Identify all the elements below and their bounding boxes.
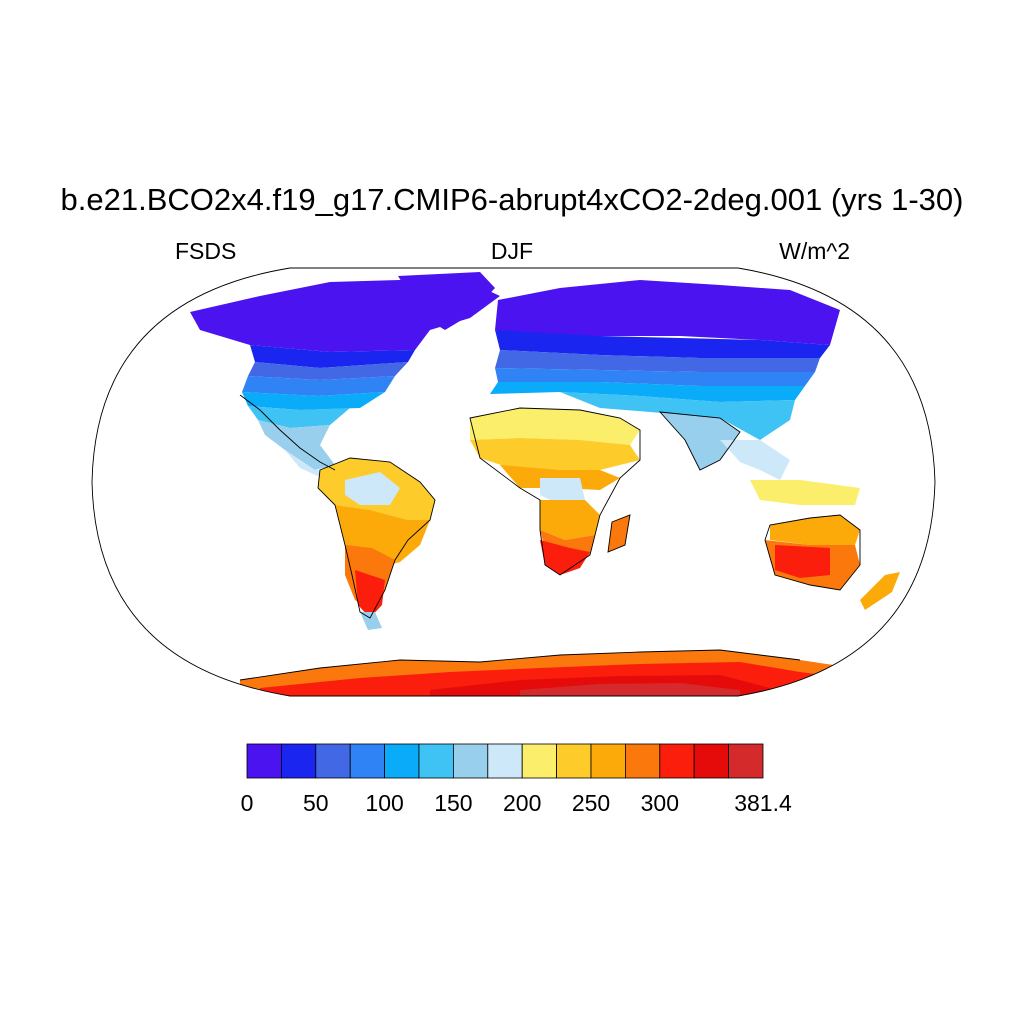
north-america-band-south <box>248 406 350 428</box>
middle-east-band <box>560 392 795 440</box>
madagascar <box>608 515 630 552</box>
north-america-band-mid1 <box>248 362 408 380</box>
africa-south-mid <box>540 500 600 540</box>
colorbar-tick-label: 300 <box>640 790 679 816</box>
colorbar-swatch <box>625 743 661 779</box>
greenland <box>398 272 495 330</box>
congo-basin <box>540 478 585 505</box>
eurasia-band-north <box>495 330 830 358</box>
patagonia <box>355 570 385 618</box>
colorbar-swatch <box>521 743 558 779</box>
colorbar-swatch <box>384 743 420 779</box>
maritime-continent <box>750 480 860 505</box>
eurasia-band-mid2 <box>495 368 815 386</box>
africa-north <box>470 408 640 445</box>
eurasia-band-mid1 <box>495 350 820 372</box>
colorbar-tick-label: 0 <box>240 790 254 816</box>
eurasia-band-mid3 <box>490 382 805 402</box>
variable-label: FSDS <box>175 238 237 264</box>
north-america-band-north <box>250 345 415 368</box>
coastlines <box>239 394 861 681</box>
units-label: W/m^2 <box>779 238 850 264</box>
colorbar-swatch <box>728 743 764 779</box>
colorbar-tick-label: 381.4 <box>734 790 792 816</box>
colorbar-swatch <box>590 743 626 779</box>
north-america-band-mid2 <box>242 376 395 396</box>
central-america-south <box>285 450 330 478</box>
eurasia-band-arctic <box>495 280 840 345</box>
africa-cape <box>540 540 590 575</box>
colorbar-swatch <box>452 743 489 779</box>
africa-sahel <box>500 465 620 490</box>
africa-sahara <box>470 438 640 470</box>
map-title: b.e21.BCO2x4.f19_g17.CMIP6-abrupt4xCO2-2… <box>60 182 964 217</box>
new-zealand <box>860 572 900 610</box>
colorbar-tick-label: 250 <box>571 790 611 816</box>
colorbar-swatch <box>556 743 592 779</box>
amazon-basin <box>345 472 400 505</box>
southeast-asia <box>720 440 790 480</box>
south-america-tip <box>360 612 382 630</box>
india <box>660 412 740 470</box>
colorbar-swatch <box>693 743 730 779</box>
shaded-field <box>190 272 900 696</box>
north-america-band-mid3 <box>242 392 385 410</box>
australia-north <box>770 515 860 545</box>
colorbar <box>246 743 764 779</box>
season-label: DJF <box>490 238 534 264</box>
colorbar-tick-label: 150 <box>434 790 473 816</box>
colorbar-swatch <box>315 743 351 779</box>
colorbar-swatch <box>418 743 454 779</box>
colorbar-swatch <box>349 743 386 779</box>
colorbar-tick-label: 200 <box>503 790 542 816</box>
colorbar-tick-label: 50 <box>303 790 329 816</box>
map-outline <box>91 267 936 697</box>
australia-interior <box>775 545 830 578</box>
colorbar-tick-label: 100 <box>365 790 404 816</box>
colorbar-swatch <box>246 743 282 779</box>
colorbar-swatch <box>487 743 523 779</box>
colorbar-swatch <box>659 743 695 779</box>
colorbar-swatch <box>280 743 317 779</box>
